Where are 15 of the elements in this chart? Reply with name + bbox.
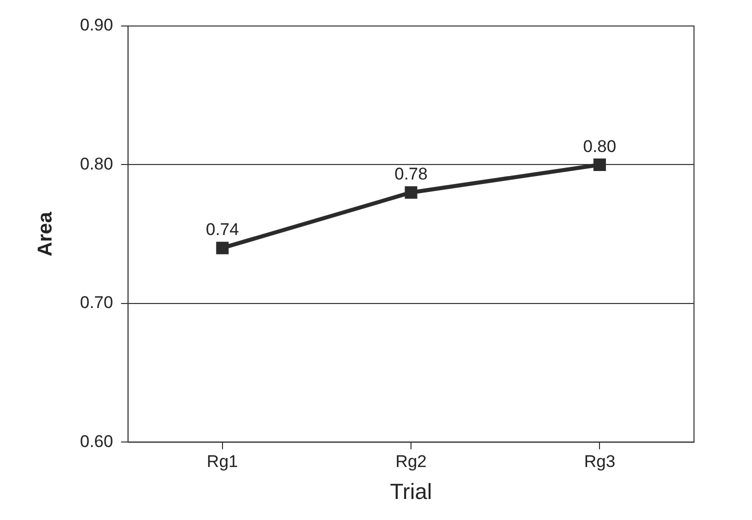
y-tick-label: 0.60 (80, 432, 114, 451)
y-axis-title: Area (34, 210, 57, 256)
data-label: 0.74 (206, 220, 239, 240)
point (404, 186, 418, 199)
x-axis-title: Trial (390, 478, 432, 504)
y-tick-label: 0.90 (80, 16, 114, 35)
y-tick-label: 0.80 (80, 154, 114, 174)
y-tick-label: 0.70 (80, 293, 114, 312)
data-label: 0.80 (583, 136, 616, 156)
point (593, 158, 606, 171)
data-label: 0.78 (394, 164, 428, 184)
x-tick-label: Rg3 (584, 452, 616, 472)
x-tick-label: Rg1 (206, 452, 238, 472)
x-tick-label: Rg2 (395, 452, 427, 472)
point (216, 242, 229, 254)
